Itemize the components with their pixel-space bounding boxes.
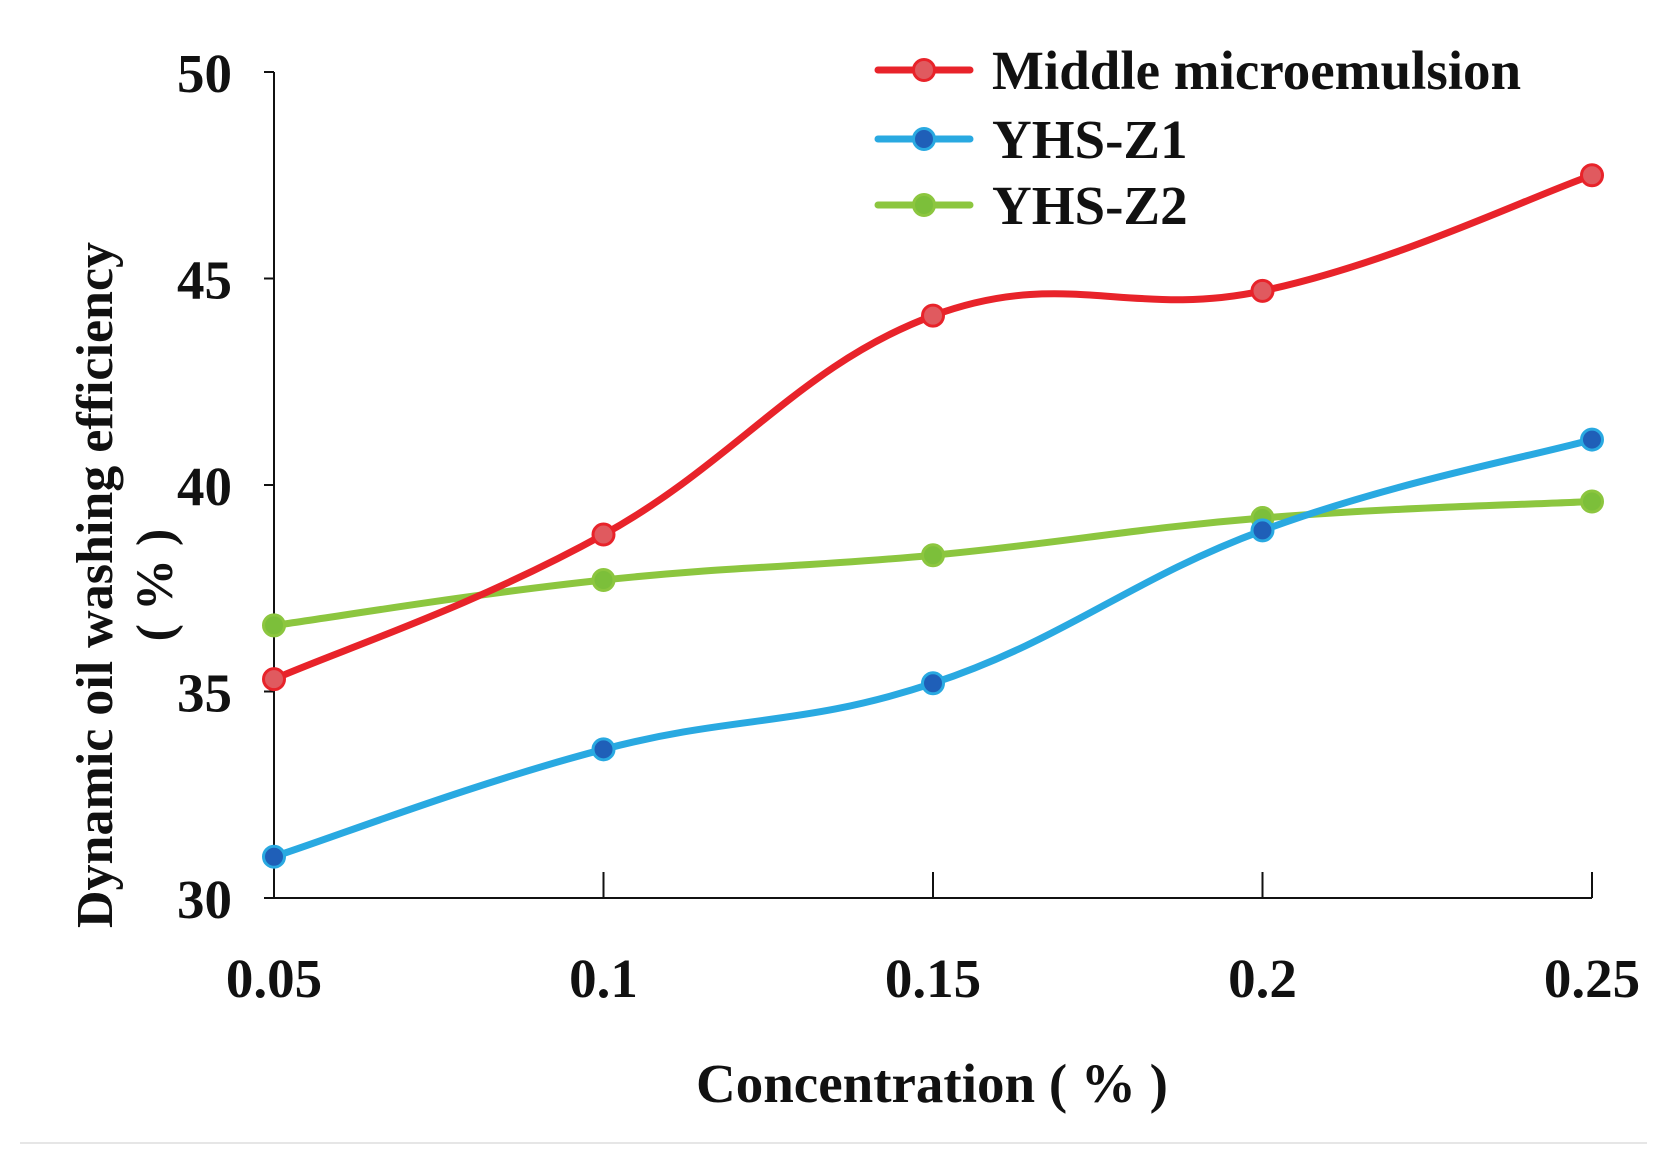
series-line [270, 171, 1596, 683]
x-tick-label: 0.15 [885, 948, 981, 1009]
legend-marker [912, 58, 936, 82]
data-point [1250, 518, 1275, 543]
legend-item: YHS-Z2 [874, 175, 1188, 236]
series-2 [262, 489, 1604, 638]
data-point [1580, 489, 1604, 514]
y-axis-unit: ( % ) [127, 529, 184, 642]
data-point [262, 613, 286, 638]
data-point [591, 737, 616, 762]
x-tick-label: 0.05 [226, 948, 322, 1009]
data-point [1580, 163, 1604, 188]
data-point [591, 567, 616, 592]
data-point [921, 303, 945, 328]
x-tick-label: 0.2 [1228, 948, 1297, 1009]
series-1 [262, 427, 1604, 869]
data-point [1250, 278, 1275, 303]
legend-marker [912, 127, 936, 151]
y-axis-title-group: Dynamic oil washing efficiency [67, 242, 124, 928]
y-tick-label: 50 [177, 43, 232, 104]
legend-label: YHS-Z2 [992, 175, 1188, 236]
y-axis-title: Dynamic oil washing efficiency [67, 242, 124, 928]
legend-item: Middle microemulsion [874, 40, 1521, 101]
y-tick-label: 35 [177, 663, 232, 724]
y-tick-label: 45 [177, 250, 232, 311]
data-point [262, 844, 286, 869]
x-tick-label: 0.1 [569, 948, 638, 1009]
data-point [591, 522, 616, 547]
data-point [1580, 427, 1604, 452]
y-tick-label: 40 [177, 456, 232, 517]
data-point [262, 667, 286, 692]
data-point [921, 543, 945, 568]
y-tick-label: 30 [177, 869, 232, 930]
ticks: 30 35 40 45 50 0.05 0.1 0.15 0.2 0.25 [177, 43, 1640, 1009]
series-group [262, 163, 1604, 869]
series-line [270, 436, 1596, 861]
legend-marker [912, 193, 936, 217]
legend-label: YHS-Z1 [992, 109, 1188, 170]
legend-label: Middle microemulsion [992, 40, 1521, 101]
series-0 [262, 163, 1604, 692]
data-point [921, 671, 945, 696]
legend-item: YHS-Z1 [874, 109, 1188, 170]
x-tick-label: 0.25 [1544, 948, 1640, 1009]
y-axis-unit-group: ( % ) [127, 529, 184, 642]
x-axis-title: Concentration ( % ) [696, 1053, 1168, 1114]
